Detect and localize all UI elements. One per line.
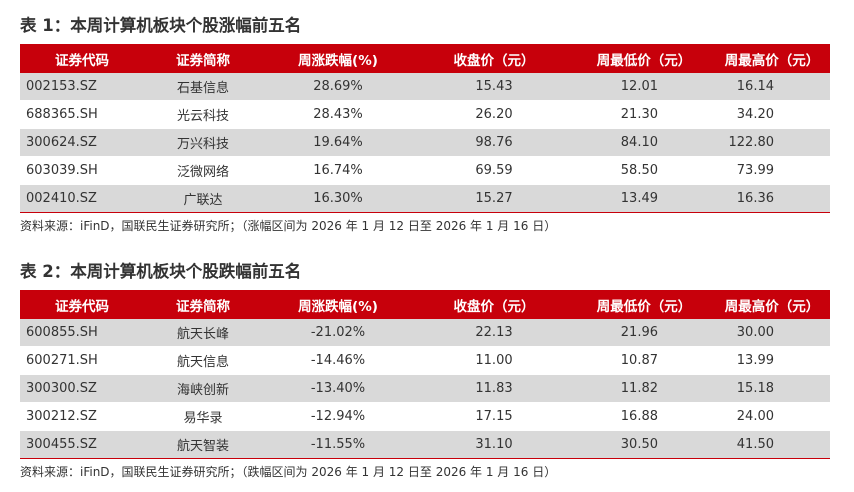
cell-close: 17.15 [414, 402, 574, 431]
cell-close: 15.43 [414, 73, 574, 101]
table-row: 300624.SZ 万兴科技 19.64% 98.76 84.10 122.80 [20, 128, 830, 157]
cell-high: 34.20 [714, 100, 830, 129]
cell-change: 28.69% [262, 73, 414, 101]
table2-title: 表 2：本周计算机板块个股跌幅前五名 [20, 262, 302, 281]
cell-name: 航天智装 [144, 430, 262, 459]
cell-name: 航天长峰 [144, 319, 262, 347]
cell-close: 98.76 [414, 128, 574, 157]
cell-change: 19.64% [262, 128, 414, 157]
table1: 证券代码 证券简称 周涨跌幅(%) 收盘价（元） 周最低价（元） 周最高价（元）… [20, 44, 830, 213]
header-code: 证券代码 [20, 44, 144, 73]
cell-low: 11.82 [574, 374, 714, 403]
cell-name: 泛微网络 [144, 156, 262, 185]
cell-change: -21.02% [262, 319, 414, 347]
cell-code: 002410.SZ [20, 184, 144, 213]
table-row: 600855.SH 航天长峰 -21.02% 22.13 21.96 30.00 [20, 319, 830, 347]
cell-low: 58.50 [574, 156, 714, 185]
header-name: 证券简称 [144, 44, 262, 73]
cell-high: 13.99 [714, 346, 830, 375]
cell-name: 万兴科技 [144, 128, 262, 157]
cell-high: 122.80 [714, 128, 830, 157]
table-row: 300455.SZ 航天智装 -11.55% 31.10 30.50 41.50 [20, 430, 830, 459]
cell-code: 300300.SZ [20, 374, 144, 403]
cell-low: 30.50 [574, 430, 714, 459]
cell-name: 航天信息 [144, 346, 262, 375]
cell-close: 69.59 [414, 156, 574, 185]
cell-close: 31.10 [414, 430, 574, 459]
cell-code: 688365.SH [20, 100, 144, 129]
table-row: 300212.SZ 易华录 -12.94% 17.15 16.88 24.00 [20, 402, 830, 431]
header-change: 周涨跌幅(%) [262, 44, 414, 73]
cell-name: 石基信息 [144, 73, 262, 101]
cell-close: 26.20 [414, 100, 574, 129]
cell-change: -14.46% [262, 346, 414, 375]
cell-name: 广联达 [144, 184, 262, 213]
table-row: 603039.SH 泛微网络 16.74% 69.59 58.50 73.99 [20, 156, 830, 185]
cell-code: 600855.SH [20, 319, 144, 347]
header-change: 周涨跌幅(%) [262, 290, 414, 319]
cell-change: -13.40% [262, 374, 414, 403]
cell-high: 16.36 [714, 184, 830, 213]
table2-header-row: 证券代码 证券简称 周涨跌幅(%) 收盘价（元） 周最低价（元） 周最高价（元） [20, 290, 830, 319]
table1-title: 表 1：本周计算机板块个股涨幅前五名 [20, 16, 302, 35]
cell-low: 21.96 [574, 319, 714, 347]
table-row: 688365.SH 光云科技 28.43% 26.20 21.30 34.20 [20, 100, 830, 129]
header-code: 证券代码 [20, 290, 144, 319]
cell-name: 易华录 [144, 402, 262, 431]
cell-close: 15.27 [414, 184, 574, 213]
cell-change: 16.74% [262, 156, 414, 185]
cell-code: 600271.SH [20, 346, 144, 375]
table1-block: 表 1：本周计算机板块个股涨幅前五名 证券代码 证券简称 周涨跌幅(%) 收盘价… [20, 14, 830, 236]
cell-close: 11.00 [414, 346, 574, 375]
table-row: 002153.SZ 石基信息 28.69% 15.43 12.01 16.14 [20, 73, 830, 101]
cell-low: 21.30 [574, 100, 714, 129]
cell-code: 300212.SZ [20, 402, 144, 431]
cell-high: 15.18 [714, 374, 830, 403]
cell-code: 300624.SZ [20, 128, 144, 157]
cell-low: 13.49 [574, 184, 714, 213]
header-low: 周最低价（元） [574, 44, 714, 73]
cell-high: 41.50 [714, 430, 830, 459]
cell-high: 73.99 [714, 156, 830, 185]
table-row: 002410.SZ 广联达 16.30% 15.27 13.49 16.36 [20, 184, 830, 213]
cell-high: 30.00 [714, 319, 830, 347]
table2: 证券代码 证券简称 周涨跌幅(%) 收盘价（元） 周最低价（元） 周最高价（元）… [20, 290, 830, 459]
table-row: 600271.SH 航天信息 -14.46% 11.00 10.87 13.99 [20, 346, 830, 375]
cell-low: 16.88 [574, 402, 714, 431]
header-high: 周最高价（元） [714, 44, 830, 73]
cell-low: 12.01 [574, 73, 714, 101]
table2-block: 表 2：本周计算机板块个股跌幅前五名 证券代码 证券简称 周涨跌幅(%) 收盘价… [20, 260, 830, 482]
header-low: 周最低价（元） [574, 290, 714, 319]
table-row: 300300.SZ 海峡创新 -13.40% 11.83 11.82 15.18 [20, 374, 830, 403]
cell-code: 603039.SH [20, 156, 144, 185]
cell-change: -12.94% [262, 402, 414, 431]
table1-source-note: 资料来源：iFinD，国联民生证券研究所；（涨幅区间为 2026 年 1 月 1… [20, 219, 557, 233]
table2-source-note: 资料来源：iFinD，国联民生证券研究所；（跌幅区间为 2026 年 1 月 1… [20, 465, 557, 479]
table1-header-row: 证券代码 证券简称 周涨跌幅(%) 收盘价（元） 周最低价（元） 周最高价（元） [20, 44, 830, 73]
cell-close: 11.83 [414, 374, 574, 403]
header-high: 周最高价（元） [714, 290, 830, 319]
cell-name: 海峡创新 [144, 374, 262, 403]
cell-name: 光云科技 [144, 100, 262, 129]
cell-low: 84.10 [574, 128, 714, 157]
header-name: 证券简称 [144, 290, 262, 319]
cell-close: 22.13 [414, 319, 574, 347]
cell-change: 28.43% [262, 100, 414, 129]
cell-high: 16.14 [714, 73, 830, 101]
cell-high: 24.00 [714, 402, 830, 431]
cell-change: 16.30% [262, 184, 414, 213]
cell-code: 300455.SZ [20, 430, 144, 459]
cell-low: 10.87 [574, 346, 714, 375]
header-close: 收盘价（元） [414, 44, 574, 73]
cell-code: 002153.SZ [20, 73, 144, 101]
cell-change: -11.55% [262, 430, 414, 459]
header-close: 收盘价（元） [414, 290, 574, 319]
